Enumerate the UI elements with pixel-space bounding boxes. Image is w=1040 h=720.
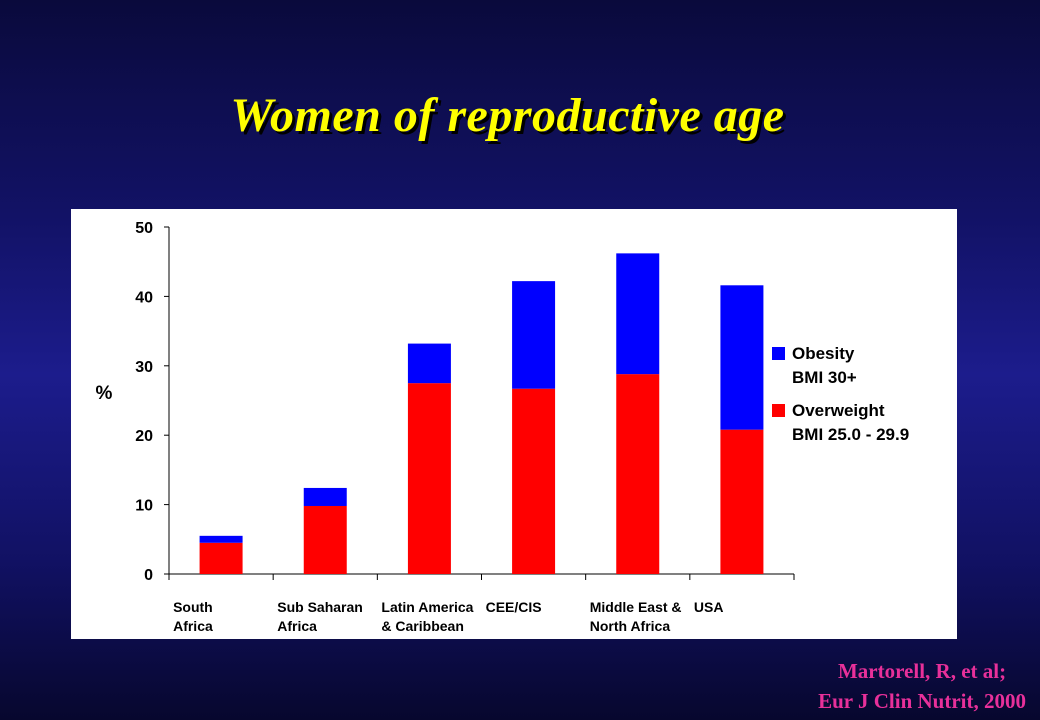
y-tick-label: 10 (135, 498, 153, 515)
x-category-label: CEE/CIS (486, 599, 542, 615)
x-category-label: Africa (173, 618, 213, 634)
bar-overweight (407, 383, 451, 574)
bar-obesity (303, 487, 347, 506)
legend-label-obesity: BMI 30+ (792, 368, 857, 387)
bar-obesity (720, 285, 764, 430)
bar-obesity (199, 535, 243, 543)
citation-journal: Eur J Clin Nutrit, 2000 (818, 689, 1026, 713)
y-axis-label: % (96, 383, 113, 404)
x-category-label: Sub Saharan (277, 599, 363, 615)
bar-obesity (616, 253, 660, 375)
bar-overweight (720, 429, 764, 574)
x-category-label: & Caribbean (381, 618, 463, 634)
y-tick-label: 30 (135, 359, 153, 376)
bar-obesity (512, 281, 556, 389)
legend-label-obesity: Obesity (792, 344, 855, 363)
chart-panel: 0 10 20 30 40 50% South Africa Sub Saharan Africa… (71, 209, 957, 639)
x-category-label: USA (694, 599, 724, 615)
bar-overweight (199, 542, 243, 574)
legend-label-overweight: BMI 25.0 - 29.9 (792, 425, 909, 444)
bar-overweight (512, 388, 556, 574)
citation: Martorell, R, et al; Eur J Clin Nutrit, … (818, 656, 1026, 716)
y-tick-label: 50 (135, 220, 153, 237)
legend-swatch-obesity (772, 347, 785, 360)
x-category-label: North Africa (590, 618, 671, 634)
slide-title: Women of reproductive age (230, 89, 785, 142)
citation-authors: Martorell, R, et al; (837, 659, 1007, 683)
bar-overweight (616, 374, 660, 574)
x-category-label: Latin America (381, 599, 473, 615)
y-tick-label: 20 (135, 428, 153, 445)
legend-swatch-overweight (772, 404, 785, 417)
bar-overweight (303, 505, 347, 574)
x-category-label: Africa (277, 618, 317, 634)
y-tick-label: 40 (135, 289, 153, 306)
bar-obesity (407, 343, 451, 384)
x-category-label: Middle East & (590, 599, 682, 615)
stacked-bar-chart: 0 10 20 30 40 50% South Africa Sub Saharan Africa… (96, 220, 910, 634)
legend-label-overweight: Overweight (792, 401, 885, 420)
y-tick-label: 0 (144, 567, 153, 584)
x-category-label: South (173, 599, 213, 615)
